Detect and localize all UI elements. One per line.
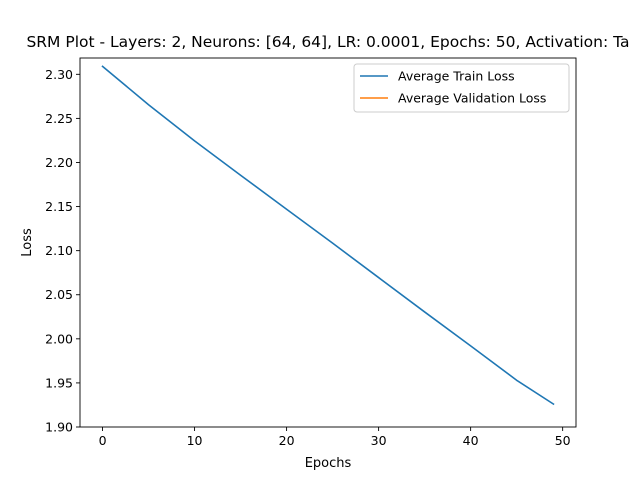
x-axis: 0 10 20 30 40 50 xyxy=(99,427,571,448)
y-tick-label: 2.00 xyxy=(45,331,73,346)
y-tick-label: 2.15 xyxy=(45,199,73,214)
y-tick-label: 2.10 xyxy=(45,243,73,258)
y-tick-label: 1.90 xyxy=(45,420,73,435)
x-tick-label: 40 xyxy=(463,433,479,448)
y-axis-label: Loss xyxy=(20,228,35,257)
y-tick-label: 2.25 xyxy=(45,111,73,126)
y-tick-label: 1.95 xyxy=(45,375,73,390)
series-line-0 xyxy=(101,65,555,406)
y-axis: 1.90 1.95 2.00 2.05 2.10 2.15 2.20 2.25 2.30 xyxy=(45,67,80,435)
x-axis-label: Epochs xyxy=(305,456,352,471)
y-tick-label: 2.30 xyxy=(45,67,73,82)
legend-label-0: Average Train Loss xyxy=(398,69,515,84)
x-tick-label: 0 xyxy=(99,433,107,448)
y-tick-label: 2.20 xyxy=(45,155,73,170)
chart-title: SRM Plot - Layers: 2, Neurons: [64, 64],… xyxy=(26,33,629,51)
x-tick-label: 30 xyxy=(371,433,387,448)
plot-area xyxy=(79,57,577,428)
x-tick-label: 20 xyxy=(279,433,295,448)
legend: Average Train Loss Average Validation Los… xyxy=(353,63,570,113)
y-tick-label: 2.05 xyxy=(45,287,73,302)
plot-frame xyxy=(79,57,577,428)
legend-box xyxy=(353,63,570,113)
legend-label-1: Average Validation Loss xyxy=(398,91,546,106)
x-tick-label: 10 xyxy=(187,433,203,448)
x-tick-label: 50 xyxy=(555,433,571,448)
